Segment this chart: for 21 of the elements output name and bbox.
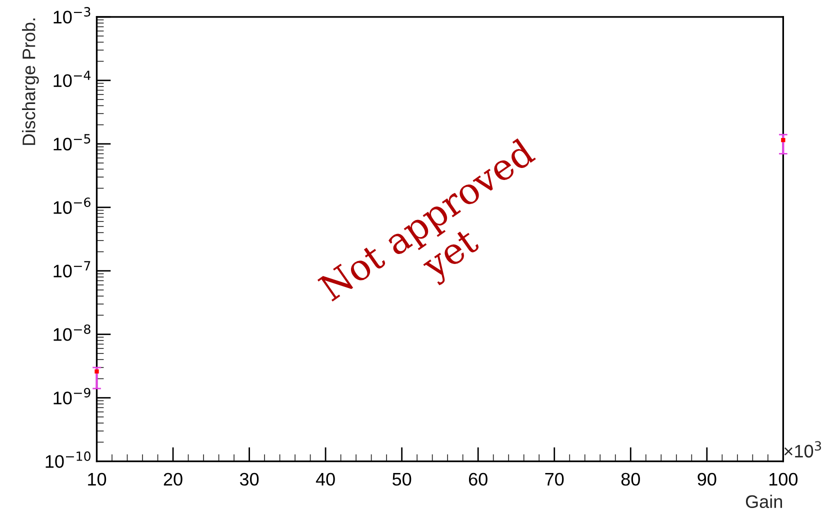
x-tick-label: 60 <box>468 472 488 486</box>
y-tick-label: 10$^{−10}$ <box>46 451 90 468</box>
x-tick-label: 100 <box>769 472 798 486</box>
text: ×10$^{3}$ <box>784 441 821 458</box>
x-axis-title: Gain <box>746 494 782 508</box>
y-tick-label: 10$^{−9}$ <box>54 388 90 404</box>
x-tick-label: 70 <box>545 472 564 486</box>
y-tick-label: 10$^{−8}$ <box>54 324 90 341</box>
x-tick-label: 80 <box>621 472 640 486</box>
y-tick-label: 10$^{−3}$ <box>54 7 90 24</box>
x-tick-label: 40 <box>316 472 335 486</box>
y-tick-label: 10$^{−4}$ <box>54 70 91 88</box>
y-tick-label: 10$^{−7}$ <box>54 261 90 278</box>
y-axis-title: Discharge Prob. <box>22 18 39 145</box>
x-tick-label: 30 <box>240 472 259 486</box>
x-tick-label: 10 <box>88 472 106 486</box>
y-tick-label: 10$^{−5}$ <box>54 134 90 150</box>
x-tick-label: 20 <box>164 472 182 486</box>
x-tick-label: 50 <box>392 472 412 486</box>
x-tick-label: 90 <box>698 472 716 486</box>
y-tick-label: 10$^{−6}$ <box>54 197 90 214</box>
